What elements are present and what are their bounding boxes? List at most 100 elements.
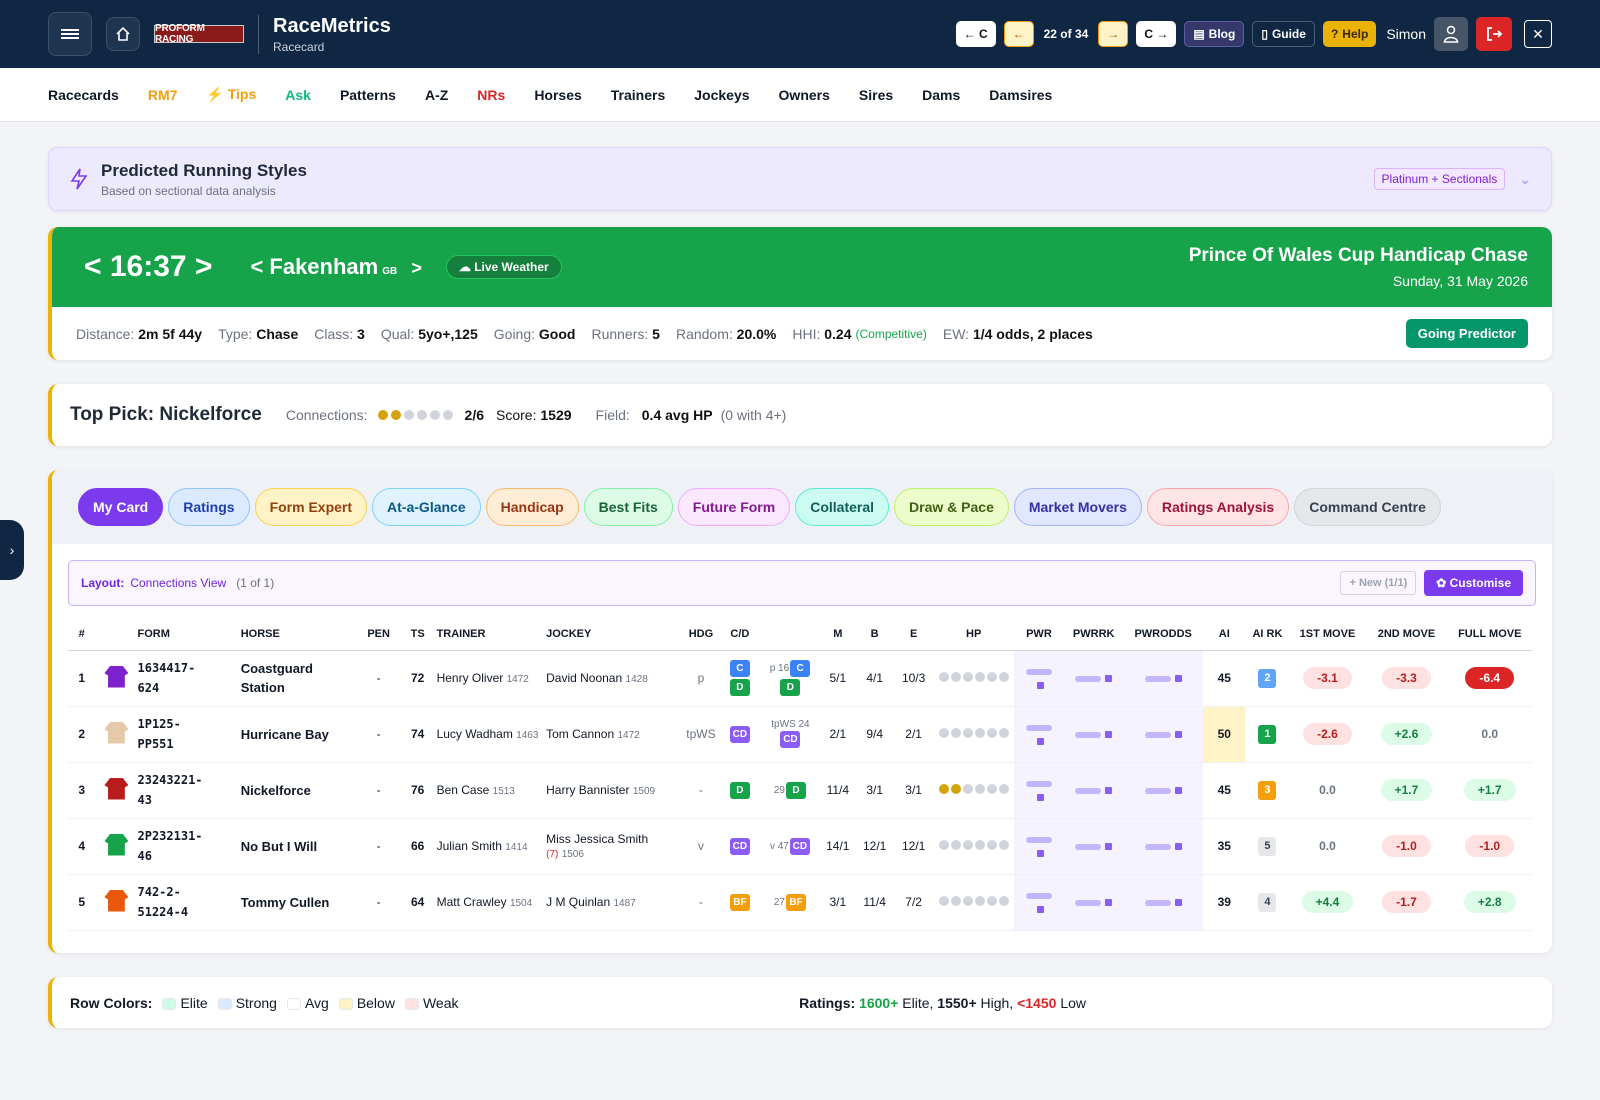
- pwrodds-locked[interactable]: [1123, 818, 1204, 875]
- pwrrk-locked[interactable]: [1064, 762, 1124, 819]
- prev-course-button[interactable]: ← C: [955, 21, 996, 47]
- menu-nrs[interactable]: NRs: [477, 86, 506, 103]
- trainer-name[interactable]: Matt Crawley: [436, 895, 507, 909]
- column-header[interactable]: PEN: [358, 618, 399, 651]
- column-header[interactable]: #: [68, 618, 96, 651]
- menu-rm7[interactable]: RM7: [147, 86, 178, 103]
- pwrrk-locked[interactable]: [1064, 650, 1124, 707]
- new-layout-button[interactable]: + New (1/1): [1340, 571, 1417, 595]
- menu-patterns[interactable]: Patterns: [339, 86, 396, 103]
- chevron-down-icon[interactable]: ⌄: [1519, 170, 1531, 187]
- menu-damsires[interactable]: Damsires: [989, 86, 1053, 103]
- column-header[interactable]: AI RK: [1245, 618, 1290, 651]
- tab-handicap[interactable]: Handicap: [485, 488, 579, 526]
- menu-sires[interactable]: Sires: [858, 86, 894, 103]
- customise-button[interactable]: ✿ Customise: [1424, 570, 1523, 596]
- layout-select[interactable]: Connections View: [130, 576, 227, 590]
- menu-dams[interactable]: Dams: [922, 86, 961, 103]
- table-row[interactable]: 2 1P125- PP551 Hurricane Bay -74 Lucy Wadham …: [68, 706, 1532, 763]
- horse-name[interactable]: Hurricane Bay: [240, 706, 359, 763]
- column-header[interactable]: FORM: [137, 618, 241, 651]
- jockey-name[interactable]: J M Quinlan: [546, 895, 611, 909]
- prev-race-button[interactable]: ←: [1003, 21, 1034, 47]
- home-button[interactable]: [106, 17, 140, 51]
- menu-racecards[interactable]: Racecards: [48, 86, 119, 103]
- column-header[interactable]: JOCKEY: [546, 618, 684, 651]
- column-header[interactable]: TS: [398, 618, 437, 651]
- pwrodds-locked[interactable]: [1123, 762, 1204, 819]
- column-header[interactable]: [760, 618, 820, 651]
- horse-name[interactable]: Coastguard Station: [240, 650, 359, 707]
- blog-button[interactable]: ▤ Blog: [1184, 21, 1245, 47]
- table-row[interactable]: 4 2P232131- 46 No But I Will -66 Julian Smith…: [68, 818, 1532, 875]
- table-row[interactable]: 5 742-2- 51224-4 Tommy Cullen -64 Matt Crawle…: [68, 874, 1532, 931]
- pwr-locked[interactable]: [1013, 874, 1065, 931]
- menu-horses[interactable]: Horses: [534, 86, 582, 103]
- tab-ratings-analysis[interactable]: Ratings Analysis: [1146, 488, 1290, 526]
- tab-future-form[interactable]: Future Form: [677, 488, 791, 526]
- menu-button[interactable]: [48, 12, 92, 56]
- tab-collateral[interactable]: Collateral: [795, 488, 890, 526]
- pwr-locked[interactable]: [1013, 706, 1065, 763]
- trainer-name[interactable]: Lucy Wadham: [436, 727, 513, 741]
- menu-owners[interactable]: Owners: [778, 86, 830, 103]
- tab-ratings[interactable]: Ratings: [168, 488, 250, 526]
- top-pick-title[interactable]: Top Pick: Nickelforce: [70, 404, 262, 425]
- next-course-button[interactable]: C →: [1136, 21, 1177, 47]
- next-race-button[interactable]: →: [1098, 21, 1129, 47]
- menu-ask[interactable]: Ask: [285, 86, 311, 103]
- column-header[interactable]: 1ST MOVE: [1289, 618, 1366, 651]
- live-weather-button[interactable]: ☁ Live Weather: [445, 255, 562, 279]
- table-row[interactable]: 3 23243221- 43 Nickelforce -76 Ben Case 1513 H…: [68, 762, 1532, 819]
- pwrodds-locked[interactable]: [1123, 650, 1204, 707]
- profile-button[interactable]: [1434, 17, 1468, 51]
- horse-name[interactable]: Nickelforce: [240, 762, 359, 819]
- jockey-name[interactable]: David Noonan: [546, 671, 623, 685]
- tab-command-centre[interactable]: Command Centre: [1294, 488, 1441, 526]
- proform-logo[interactable]: PROFORM RACING: [154, 23, 244, 45]
- race-time[interactable]: < 16:37 >: [84, 250, 213, 283]
- trainer-name[interactable]: Henry Oliver: [436, 671, 504, 685]
- jockey-name[interactable]: Harry Bannister: [546, 783, 630, 797]
- pwr-locked[interactable]: [1013, 818, 1065, 875]
- column-header[interactable]: FULL MOVE: [1447, 618, 1532, 651]
- column-header[interactable]: AI: [1203, 618, 1246, 651]
- trainer-name[interactable]: Ben Case: [436, 783, 490, 797]
- column-header[interactable]: HDG: [683, 618, 719, 651]
- pwr-locked[interactable]: [1013, 762, 1065, 819]
- column-header[interactable]: E: [893, 618, 934, 651]
- tab-best-fits[interactable]: Best Fits: [583, 488, 673, 526]
- guide-button[interactable]: ▯ Guide: [1252, 21, 1315, 47]
- jockey-name[interactable]: Miss Jessica Smith: [546, 832, 649, 846]
- pwrodds-locked[interactable]: [1123, 706, 1204, 763]
- close-button[interactable]: ✕: [1524, 20, 1552, 48]
- tab-form-expert[interactable]: Form Expert: [254, 488, 368, 526]
- pwrrk-locked[interactable]: [1064, 706, 1124, 763]
- column-header[interactable]: PWRRK: [1064, 618, 1124, 651]
- column-header[interactable]: M: [819, 618, 856, 651]
- race-course[interactable]: < Fakenham GB >: [250, 254, 421, 280]
- pwr-locked[interactable]: [1013, 650, 1065, 707]
- column-header[interactable]: 2ND MOVE: [1365, 618, 1448, 651]
- column-header[interactable]: PWR: [1013, 618, 1065, 651]
- column-header[interactable]: HORSE: [240, 618, 359, 651]
- sidebar-toggle[interactable]: ›: [0, 520, 24, 580]
- horse-name[interactable]: No But I Will: [240, 818, 359, 875]
- horse-name[interactable]: Tommy Cullen: [240, 874, 359, 931]
- tab-market-movers[interactable]: Market Movers: [1013, 488, 1142, 526]
- tab-draw-pace[interactable]: Draw & Pace: [894, 488, 1009, 526]
- menu-trainers[interactable]: Trainers: [610, 86, 666, 103]
- jockey-name[interactable]: Tom Cannon: [546, 727, 615, 741]
- running-styles-panel[interactable]: Predicted Running Styles Based on sectio…: [48, 147, 1552, 211]
- column-header[interactable]: HP: [933, 618, 1014, 651]
- column-header[interactable]: B: [855, 618, 894, 651]
- menu-jockeys[interactable]: Jockeys: [694, 86, 750, 103]
- menu-tips[interactable]: ⚡ Tips: [206, 86, 256, 103]
- pwrrk-locked[interactable]: [1064, 818, 1124, 875]
- help-button[interactable]: ? Help: [1322, 21, 1377, 47]
- table-row[interactable]: 1 1634417- 624 Coastguard Station -72 Henry O…: [68, 650, 1532, 707]
- menu-a-z[interactable]: A-Z: [424, 86, 449, 103]
- logout-button[interactable]: [1476, 17, 1512, 51]
- pwrrk-locked[interactable]: [1064, 874, 1124, 931]
- column-header[interactable]: PWRODDS: [1123, 618, 1204, 651]
